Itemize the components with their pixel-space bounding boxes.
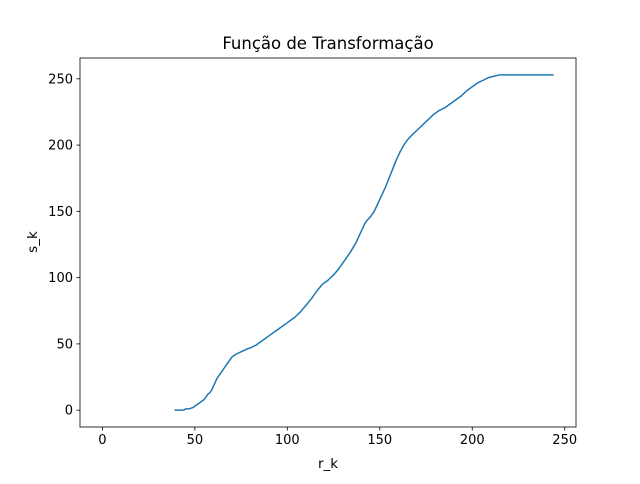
x-tick-label-200: 200 (460, 433, 485, 448)
y-axis-label: s_k (25, 231, 41, 253)
x-tick-label-250: 250 (552, 433, 577, 448)
y-tick-label-150: 150 (48, 205, 73, 220)
series-line-0 (174, 74, 554, 411)
y-tick-label-50: 50 (56, 337, 73, 352)
chart-title: Função de Transformação (222, 34, 433, 53)
x-axis-label: r_k (318, 456, 338, 472)
x-tick-label-100: 100 (275, 433, 300, 448)
y-tick-label-100: 100 (48, 271, 73, 286)
y-tick-label-200: 200 (48, 139, 73, 154)
x-tick-label-50: 50 (187, 433, 204, 448)
y-tick-label-250: 250 (48, 72, 73, 87)
axes-frame (79, 57, 577, 428)
x-tick-label-150: 150 (367, 433, 392, 448)
y-tick-label-0: 0 (65, 404, 73, 419)
plot-area: 0 50 100 150 200 250 0 50 100 150 200 250 (48, 57, 577, 448)
x-tick-label-0: 0 (98, 433, 106, 448)
